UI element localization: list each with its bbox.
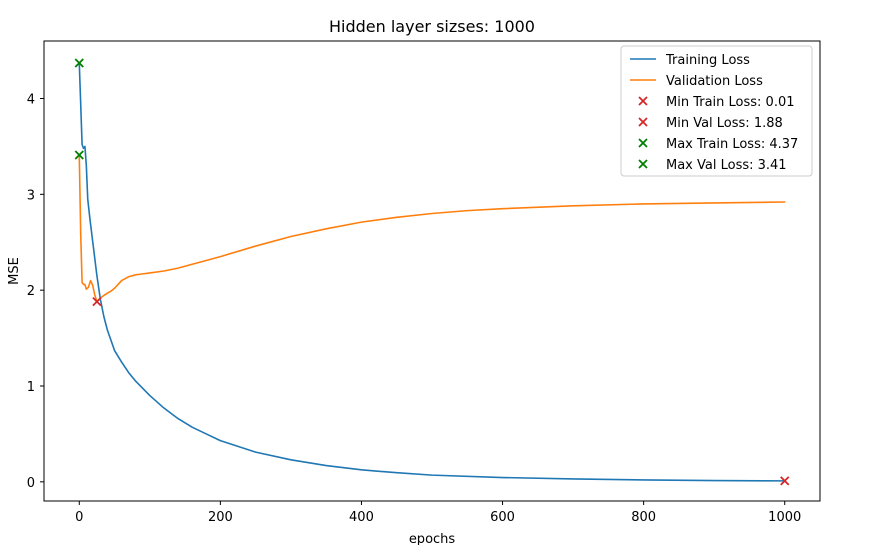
max-val-loss-marker bbox=[74, 150, 84, 160]
y-tick-label: 0 bbox=[27, 476, 35, 491]
y-axis-label: MSE bbox=[7, 257, 22, 285]
legend-label: Training Loss bbox=[665, 53, 750, 68]
x-tick-label: 1000 bbox=[768, 510, 801, 525]
legend-label: Max Train Loss: 4.37 bbox=[666, 137, 798, 152]
y-tick-label: 1 bbox=[27, 380, 35, 395]
legend-marker-swatch bbox=[638, 96, 648, 106]
legend-label: Min Val Loss: 1.88 bbox=[666, 116, 783, 131]
series-line-training-loss bbox=[78, 62, 786, 482]
series-line-validation-loss bbox=[78, 154, 786, 303]
chart-title: Hidden layer sizses: 1000 bbox=[329, 17, 535, 36]
x-tick-label: 200 bbox=[208, 510, 233, 525]
legend-items: Training Loss Validation Loss Min Train Lo… bbox=[630, 53, 798, 173]
legend-box bbox=[620, 45, 813, 177]
x-tick-label: 600 bbox=[490, 510, 515, 525]
y-tick-label: 2 bbox=[27, 284, 35, 299]
max-train-loss-marker bbox=[74, 58, 84, 68]
min-train-loss-marker bbox=[780, 476, 790, 486]
y-tick-label: 4 bbox=[27, 93, 35, 108]
markers-layer bbox=[74, 58, 790, 486]
x-axis: 0 200 400 600 800 1000 bbox=[75, 501, 801, 525]
y-axis: 0 1 2 3 4 bbox=[27, 93, 44, 491]
min-val-loss-marker bbox=[92, 297, 102, 307]
plot-border bbox=[43, 40, 821, 502]
legend-marker-swatch bbox=[638, 159, 648, 169]
y-tick-label: 3 bbox=[27, 188, 35, 203]
legend-label: Min Train Loss: 0.01 bbox=[666, 95, 795, 110]
legend-label: Max Val Loss: 3.41 bbox=[666, 158, 787, 173]
x-tick-label: 800 bbox=[631, 510, 656, 525]
series-layer bbox=[78, 62, 786, 482]
legend-label: Validation Loss bbox=[666, 74, 763, 89]
legend-marker-swatch bbox=[638, 138, 648, 148]
x-axis-label: epochs bbox=[409, 532, 456, 545]
x-tick-label: 0 bbox=[75, 510, 83, 525]
x-tick-label: 400 bbox=[349, 510, 374, 525]
legend: Training Loss Validation Loss Min Train Lo… bbox=[620, 45, 813, 177]
legend-marker-swatch bbox=[638, 117, 648, 127]
